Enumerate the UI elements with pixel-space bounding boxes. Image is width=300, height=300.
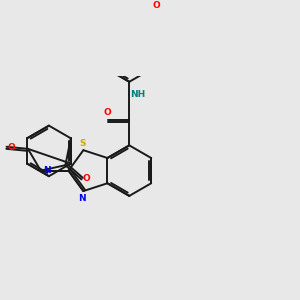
Text: S: S [79,139,86,148]
Text: N: N [78,194,86,202]
Text: NH: NH [130,90,146,99]
Text: O: O [104,108,112,117]
Text: N: N [43,166,50,175]
Text: O: O [83,174,91,183]
Text: O: O [8,143,16,152]
Text: O: O [152,2,160,10]
